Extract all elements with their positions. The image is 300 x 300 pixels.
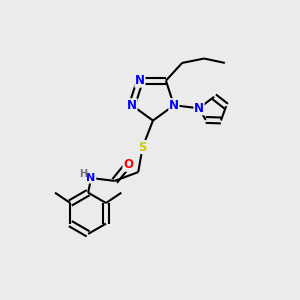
Text: S: S	[138, 141, 147, 154]
Text: N: N	[169, 99, 179, 112]
Text: O: O	[123, 158, 133, 171]
Text: N: N	[194, 102, 204, 115]
Text: N: N	[135, 74, 145, 87]
Text: N: N	[86, 173, 96, 183]
Text: H: H	[79, 169, 87, 178]
Text: N: N	[127, 99, 137, 112]
